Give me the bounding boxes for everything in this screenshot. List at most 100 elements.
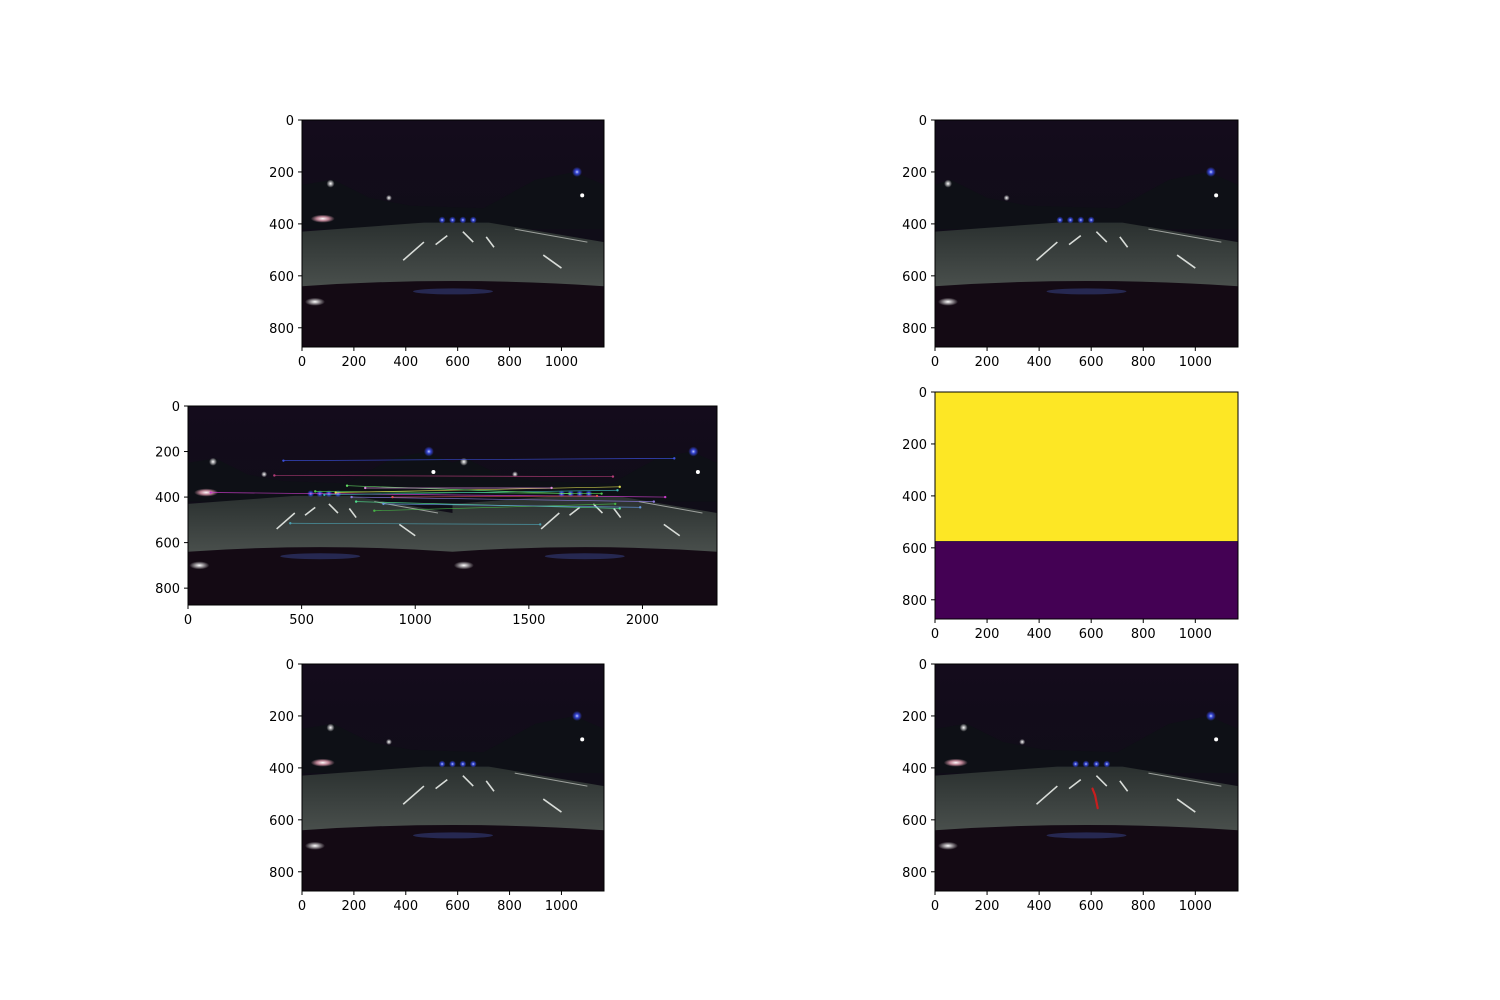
bottom-left-far-light — [580, 737, 584, 741]
top-right-xtick-label-600: 600 — [1079, 355, 1104, 370]
middle-left-match-kp-a-7 — [350, 496, 352, 498]
top-right-far-light — [1214, 193, 1218, 197]
top-left-dash-reflection — [413, 288, 493, 294]
middle-left-right-frame-far-light — [696, 470, 700, 474]
top-left-ytick-label-0: 0 — [286, 114, 294, 129]
top-left-street-light-2 — [386, 195, 392, 201]
middle-left-ytick-label-800: 800 — [155, 582, 180, 597]
middle-left-match-kp-b-9 — [550, 487, 552, 489]
middle-right-ytick-label-800: 800 — [902, 594, 927, 609]
top-right-xtick-label-1000: 1000 — [1179, 355, 1212, 370]
top-right-ytick-label-600: 600 — [902, 270, 927, 285]
bottom-left-dash-reflection — [413, 832, 493, 838]
bottom-left-street-light-2 — [386, 739, 392, 745]
middle-left-left-frame-far-light — [431, 470, 435, 474]
middle-right-xtick-label-1000: 1000 — [1179, 627, 1212, 642]
bottom-left-xtick-label-400: 400 — [393, 899, 418, 914]
bottom-right-dash-reflection — [1047, 832, 1127, 838]
top-left-left-car-lights — [311, 215, 335, 223]
middle-right-xtick-label-200: 200 — [975, 627, 1000, 642]
top-left-ytick-label-600: 600 — [269, 270, 294, 285]
middle-right-xtick-label-0: 0 — [931, 627, 939, 642]
middle-left-right-frame-building-lights — [688, 447, 698, 457]
top-right-xtick-label-800: 800 — [1131, 355, 1156, 370]
middle-left-ytick-label-0: 0 — [172, 400, 180, 415]
bottom-right-ytick-label-200: 200 — [902, 710, 927, 725]
middle-right-ytick-label-400: 400 — [902, 490, 927, 505]
middle-left-xtick-label-1000: 1000 — [399, 613, 432, 628]
bottom-right-street-light — [960, 724, 968, 732]
bottom-right-xtick-label-400: 400 — [1027, 899, 1052, 914]
middle-right-ytick-label-600: 600 — [902, 542, 927, 557]
bottom-left-hood-reflection — [305, 842, 325, 850]
bottom-left-xtick-label-200: 200 — [341, 899, 366, 914]
top-right-ytick-label-400: 400 — [902, 218, 927, 233]
top-left-xtick-label-200: 200 — [341, 355, 366, 370]
middle-left-right-frame-hood-reflection — [454, 561, 474, 569]
middle-left-match-kp-b-12 — [596, 495, 598, 497]
bottom-right-oncoming-light-0 — [1072, 760, 1079, 767]
middle-left-match-kp-a-0 — [210, 491, 212, 493]
bottom-left-street-light — [327, 724, 335, 732]
bottom-right-xtick-label-0: 0 — [931, 899, 939, 914]
panel-middle-left: 0 500 1000 1500 20000200400600800 — [155, 400, 717, 628]
middle-left-match-kp-a-5 — [335, 491, 337, 493]
middle-left-left-frame-street-light — [209, 458, 217, 466]
middle-left-match-kp-a-9 — [364, 487, 366, 489]
top-left-oncoming-light-0 — [439, 216, 446, 223]
middle-left-left-frame-building-lights — [424, 447, 434, 457]
top-left-ytick-label-800: 800 — [269, 322, 294, 337]
middle-left-match-kp-a-13 — [289, 522, 291, 524]
bottom-right-ytick-label-400: 400 — [902, 762, 927, 777]
middle-left-match-kp-a-1 — [273, 474, 275, 476]
bottom-right-hood-reflection — [938, 842, 958, 850]
middle-left-match-kp-b-1 — [612, 475, 614, 477]
top-left-oncoming-light-2 — [459, 216, 466, 223]
middle-left-match-kp-a-10 — [373, 510, 375, 512]
top-left-oncoming-light-1 — [449, 216, 456, 223]
panel-top-right: 0 200 400 600 800 1000 0 200 400 600 800 — [902, 114, 1238, 370]
middle-left-right-frame-dash-reflection — [545, 553, 625, 559]
middle-left-left-frame-hood-reflection — [189, 561, 209, 569]
bottom-left-ytick-label-400: 400 — [269, 762, 294, 777]
bottom-right-oncoming-light-2 — [1093, 760, 1100, 767]
bottom-right-xtick-label-800: 800 — [1131, 899, 1156, 914]
top-right-ytick-label-0: 0 — [919, 114, 927, 129]
bottom-right-oncoming-light-3 — [1103, 760, 1110, 767]
bottom-left-ytick-label-600: 600 — [269, 814, 294, 829]
middle-left-match-kp-b-2 — [673, 457, 675, 459]
middle-left-xtick-label-2000: 2000 — [626, 613, 659, 628]
middle-left-xtick-label-1500: 1500 — [512, 613, 545, 628]
middle-right-xtick-label-800: 800 — [1131, 627, 1156, 642]
bottom-left-xtick-label-800: 800 — [497, 899, 522, 914]
bottom-right-ytick-label-800: 800 — [902, 866, 927, 881]
top-left-building-lights — [572, 167, 582, 177]
middle-left-ytick-label-400: 400 — [155, 491, 180, 506]
bottom-left-xtick-label-600: 600 — [445, 899, 470, 914]
top-right-xtick-label-200: 200 — [975, 355, 1000, 370]
top-right-oncoming-light-1 — [1067, 216, 1074, 223]
top-left-xtick-label-400: 400 — [393, 355, 418, 370]
top-left-xtick-label-800: 800 — [497, 355, 522, 370]
bottom-right-oncoming-light-1 — [1082, 760, 1089, 767]
middle-left-match-kp-b-6 — [569, 492, 571, 494]
middle-left-left-frame-dash-reflection — [280, 553, 360, 559]
middle-left-left-frame-street-light-2 — [261, 471, 267, 477]
bottom-right-xtick-label-1000: 1000 — [1179, 899, 1212, 914]
top-right-street-light-2 — [1004, 195, 1010, 201]
middle-left-match-kp-b-8 — [619, 507, 621, 509]
bottom-right-ytick-label-600: 600 — [902, 814, 927, 829]
bottom-right-xtick-label-200: 200 — [975, 899, 1000, 914]
bottom-right-xtick-label-600: 600 — [1079, 899, 1104, 914]
top-left-hood-reflection — [305, 298, 325, 306]
top-left-street-light — [327, 180, 335, 188]
bottom-left-ytick-label-800: 800 — [269, 866, 294, 881]
middle-left-match-kp-b-13 — [539, 523, 541, 525]
middle-left-ytick-label-600: 600 — [155, 537, 180, 552]
top-right-dash-reflection — [1047, 288, 1127, 294]
middle-left-match-kp-b-7 — [653, 500, 655, 502]
middle-right-region-upper — [935, 392, 1238, 541]
middle-left-match-kp-a-11 — [382, 503, 384, 505]
middle-left-match-kp-b-0 — [664, 496, 666, 498]
middle-right-region-lower — [935, 541, 1238, 619]
